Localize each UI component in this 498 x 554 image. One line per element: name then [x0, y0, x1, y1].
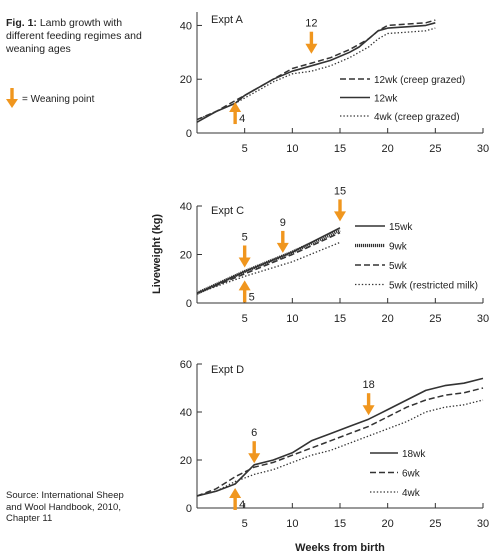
legend-label: 5wk (restricted milk)	[389, 281, 478, 292]
weaning-arrow-icon	[238, 280, 251, 303]
figure-caption: Fig. 1: Lamb growth with different feedi…	[6, 17, 156, 56]
chart-panel-2	[196, 199, 484, 304]
y-axis-label: Liveweight (kg)	[151, 214, 163, 294]
y-tick-label: 0	[186, 298, 192, 310]
series-line-5wk-restricted-milk-	[196, 241, 341, 294]
weaning-arrow-head	[362, 405, 375, 416]
series-line-5wk	[196, 232, 341, 294]
weaning-arrow-shaft	[242, 289, 247, 303]
legend-label: 4wk (creep grazed)	[374, 112, 460, 123]
x-tick-label: 10	[286, 143, 298, 155]
weaning-arrow-shaft	[281, 230, 285, 244]
x-tick-label: 20	[382, 313, 394, 325]
y-tick-label: 40	[180, 20, 192, 32]
panel-title: Expt D	[211, 364, 244, 376]
x-tick-label: 25	[429, 313, 441, 325]
y-tick-label: 0	[186, 128, 192, 140]
x-tick-label: 20	[382, 518, 394, 530]
weaning-arrow-icon	[229, 488, 242, 510]
series-line-4wk	[196, 399, 484, 497]
x-axis-label: Weeks from birth	[295, 542, 385, 554]
y-tick-label: 20	[180, 74, 192, 86]
legend-label: 18wk	[402, 449, 426, 460]
weaning-arrow-shaft	[309, 31, 314, 45]
x-tick-label: 5	[242, 518, 248, 530]
weaning-arrow-icon	[334, 199, 346, 222]
weaning-point-label: 12	[305, 18, 317, 30]
series-line-4wk-creep-grazed-	[196, 27, 436, 121]
weaning-point-label: 15	[334, 185, 346, 197]
weaning-arrow-icon	[238, 245, 251, 268]
legend-label: 12wk (creep grazed)	[374, 75, 465, 86]
weaning-arrow-head	[238, 257, 251, 268]
series-line-18wk	[196, 377, 484, 497]
y-tick-label: 0	[186, 503, 192, 515]
chart-panel-1	[196, 12, 484, 134]
weaning-arrow-shaft	[252, 441, 256, 455]
weaning-arrow-head	[276, 242, 289, 253]
figure-number: Fig. 1:	[6, 17, 37, 29]
x-tick-label: 15	[334, 313, 346, 325]
weaning-point-label: 5	[249, 291, 255, 303]
x-tick-label: 10	[286, 313, 298, 325]
legend-label: 15wk	[389, 222, 413, 233]
weaning-point-label: 5	[242, 231, 248, 243]
y-tick-label: 40	[180, 407, 192, 419]
weaning-arrow-shaft	[233, 497, 237, 510]
y-tick-label: 40	[180, 201, 192, 213]
x-tick-label: 20	[382, 143, 394, 155]
y-tick-label: 20	[180, 455, 192, 467]
panel-title: Expt A	[211, 14, 243, 26]
weaning-arrow-icon	[229, 102, 242, 125]
source-note: Source: International Sheep and Wool Han…	[6, 490, 124, 524]
y-tick-label: 20	[180, 250, 192, 262]
y-tick-label: 60	[180, 359, 192, 371]
weaning-arrow-shaft	[233, 111, 237, 125]
figure-title: Lamb growth with different feeding regim…	[6, 17, 142, 55]
weaning-arrow-shaft	[338, 199, 342, 213]
weaning-point-label: 18	[362, 379, 374, 391]
legend-label: 5wk	[389, 261, 408, 272]
weaning-arrow-icon	[276, 230, 289, 253]
series-line-6wk	[196, 387, 484, 497]
x-tick-label: 25	[429, 143, 441, 155]
legend-label: 12wk	[374, 94, 398, 105]
weaning-point-label: 9	[280, 217, 286, 229]
x-tick-label: 15	[334, 143, 346, 155]
weaning-arrow-head	[248, 453, 261, 464]
series-line-9wk	[196, 228, 341, 295]
legend-label: 6wk	[402, 469, 421, 480]
weaning-point-label: 4	[239, 499, 245, 511]
weaning-arrow-head	[305, 43, 318, 54]
weaning-arrow-icon	[6, 88, 18, 108]
weaning-arrow-head	[334, 211, 346, 222]
weaning-arrow-shaft	[366, 393, 371, 407]
x-tick-label: 5	[242, 313, 248, 325]
panel-title: Expt C	[211, 205, 244, 217]
weaning-point-label: 4	[239, 113, 245, 125]
x-tick-label: 10	[286, 518, 298, 530]
x-tick-label: 30	[477, 143, 489, 155]
weaning-arrow-icon	[305, 31, 318, 54]
x-tick-label: 30	[477, 518, 489, 530]
series-line-12wk	[196, 22, 436, 123]
weaning-arrow-head	[229, 102, 242, 113]
x-tick-label: 5	[242, 143, 248, 155]
weaning-key-label: = Weaning point	[22, 94, 95, 105]
legend-label: 4wk	[402, 488, 421, 499]
x-tick-label: 15	[334, 518, 346, 530]
weaning-arrow-head	[238, 280, 251, 291]
weaning-point-label: 6	[251, 427, 257, 439]
x-tick-label: 30	[477, 313, 489, 325]
weaning-arrow-head	[229, 488, 242, 498]
x-tick-label: 25	[429, 518, 441, 530]
weaning-arrow-icon	[362, 393, 375, 416]
weaning-arrow-icon	[248, 441, 261, 464]
weaning-arrow-shaft	[242, 245, 247, 259]
chart-panel-3	[196, 363, 484, 510]
legend-label: 9wk	[389, 242, 408, 253]
